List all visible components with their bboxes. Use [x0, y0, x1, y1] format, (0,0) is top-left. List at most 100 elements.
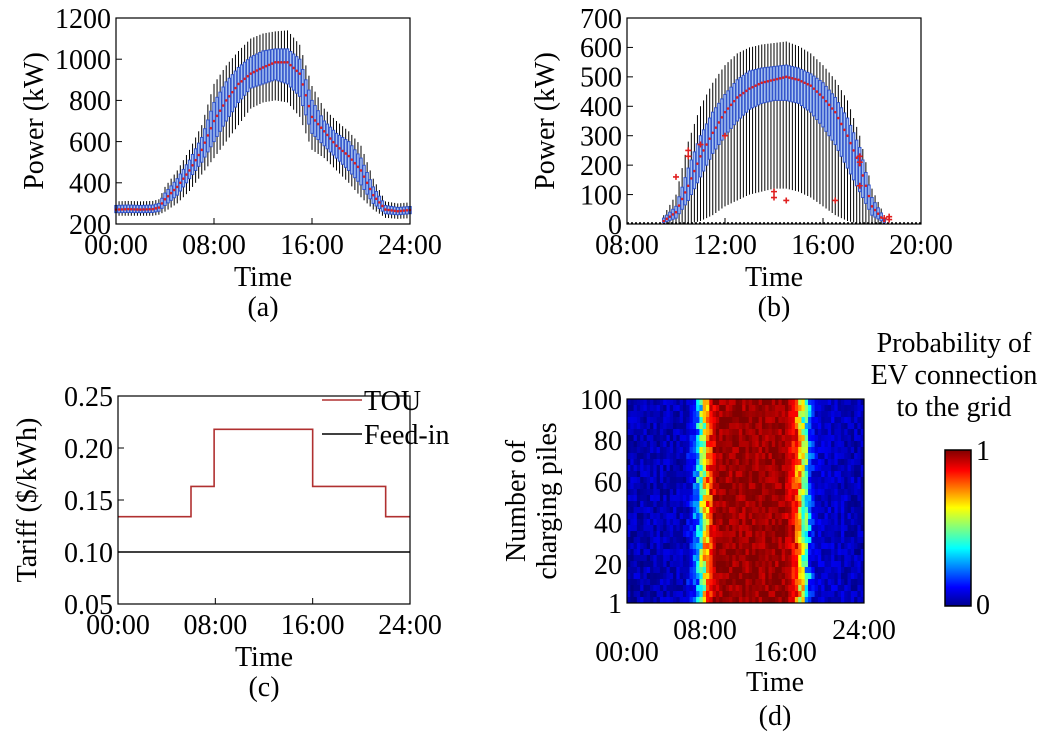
- heatmap-cell: [831, 483, 835, 490]
- heatmap-cell: [788, 429, 793, 436]
- box-median: [359, 169, 363, 172]
- heatmap-cell: [643, 579, 648, 586]
- heatmap-cell: [732, 495, 737, 502]
- heatmap-cell: [768, 453, 773, 460]
- heatmap-cell: [689, 555, 694, 562]
- heatmap-cell: [735, 591, 740, 598]
- box-median: [671, 213, 675, 216]
- heatmap-cell: [712, 417, 717, 424]
- heatmap-cell: [847, 417, 852, 424]
- heatmap-cell: [692, 513, 697, 520]
- heatmap-cell: [659, 483, 664, 490]
- heatmap-cell: [804, 531, 809, 538]
- y-tick-label: 0.10: [64, 538, 113, 569]
- heatmap-cell: [748, 465, 753, 472]
- heatmap-cell: [798, 465, 802, 472]
- heatmap-cell: [857, 543, 862, 550]
- heatmap-cell: [791, 537, 796, 544]
- heatmap-cell: [798, 483, 802, 490]
- heatmap-cell: [831, 417, 835, 424]
- heatmap-cell: [692, 591, 697, 598]
- heatmap-cell: [729, 507, 733, 514]
- heatmap-cell: [771, 561, 776, 568]
- box-median: [873, 208, 877, 212]
- box-median: [699, 155, 702, 158]
- heatmap-cell: [679, 549, 684, 556]
- heatmap-cell: [653, 573, 658, 580]
- heatmap-cell: [824, 405, 829, 412]
- heatmap-cell: [768, 531, 773, 538]
- heatmap-cell: [630, 513, 635, 520]
- box-iqr: [778, 65, 782, 101]
- heatmap-cell: [729, 555, 733, 562]
- heatmap-cell: [696, 453, 700, 460]
- heatmap-cell: [821, 483, 825, 490]
- heatmap-cell: [696, 447, 700, 454]
- heatmap-cell: [814, 525, 819, 532]
- heatmap-cell: [844, 579, 849, 586]
- heatmap-cell: [765, 519, 770, 526]
- heatmap-cell: [824, 459, 829, 466]
- heatmap-cell: [811, 567, 816, 574]
- heatmap-cell: [735, 513, 740, 520]
- heatmap-cell: [646, 411, 651, 418]
- heatmap-cell: [791, 579, 796, 586]
- heatmap-cell: [837, 519, 842, 526]
- heatmap-cell: [692, 453, 697, 460]
- heatmap-cell: [650, 507, 654, 514]
- heatmap-cell: [636, 399, 641, 406]
- heatmap-cell: [808, 501, 812, 508]
- heatmap-cell: [804, 447, 809, 454]
- heatmap-cell: [673, 471, 677, 478]
- heatmap-cell: [682, 459, 687, 466]
- heatmap-cell: [715, 513, 720, 520]
- heatmap-cell: [827, 447, 832, 454]
- heatmap-cell: [679, 435, 684, 442]
- heatmap-cell: [840, 573, 845, 580]
- heatmap-cell: [722, 501, 727, 508]
- heatmap-cell: [656, 489, 661, 496]
- heatmap-cell: [824, 471, 829, 478]
- heatmap-cell: [702, 549, 707, 556]
- heatmap-cell: [709, 459, 714, 466]
- heatmap-cell: [735, 453, 740, 460]
- heatmap-cell: [669, 507, 674, 514]
- box-median: [760, 81, 764, 85]
- heatmap-cell: [692, 429, 697, 436]
- heatmap-cell: [738, 411, 743, 418]
- heatmap-cell: [715, 591, 720, 598]
- box-iqr: [821, 82, 825, 128]
- heatmap-cell: [742, 549, 746, 556]
- heatmap-cell: [817, 567, 822, 574]
- heatmap-cell: [768, 549, 773, 556]
- box-median: [157, 206, 161, 209]
- heatmap-cell: [725, 555, 730, 562]
- heatmap-cell: [692, 543, 697, 550]
- heatmap-cell: [673, 597, 677, 604]
- heatmap-cell: [817, 489, 822, 496]
- heatmap-cell: [755, 567, 760, 574]
- heatmap-cell: [831, 543, 835, 550]
- heatmap-cell: [692, 573, 697, 580]
- heatmap-cell: [627, 573, 631, 580]
- heatmap-cell: [752, 417, 756, 424]
- heatmap-cell: [725, 567, 730, 574]
- heatmap-cell: [854, 507, 858, 514]
- heatmap-cell: [702, 477, 707, 484]
- heatmap-cell: [643, 399, 648, 406]
- box-iqr: [833, 96, 837, 146]
- box-median: [371, 193, 375, 197]
- heatmap-cell: [814, 483, 819, 490]
- heatmap-cell: [722, 453, 727, 460]
- heatmap-cell: [755, 477, 760, 484]
- heatmap-cell: [676, 531, 681, 538]
- heatmap-cell: [817, 447, 822, 454]
- heatmap-cell: [814, 459, 819, 466]
- heatmap-cell: [689, 435, 694, 442]
- heatmap-cell: [775, 543, 779, 550]
- heatmap-cell: [748, 477, 753, 484]
- heatmap-cell: [699, 399, 704, 406]
- heatmap-cell: [630, 465, 635, 472]
- heatmap-cell: [745, 423, 750, 430]
- heatmap-cell: [692, 585, 697, 592]
